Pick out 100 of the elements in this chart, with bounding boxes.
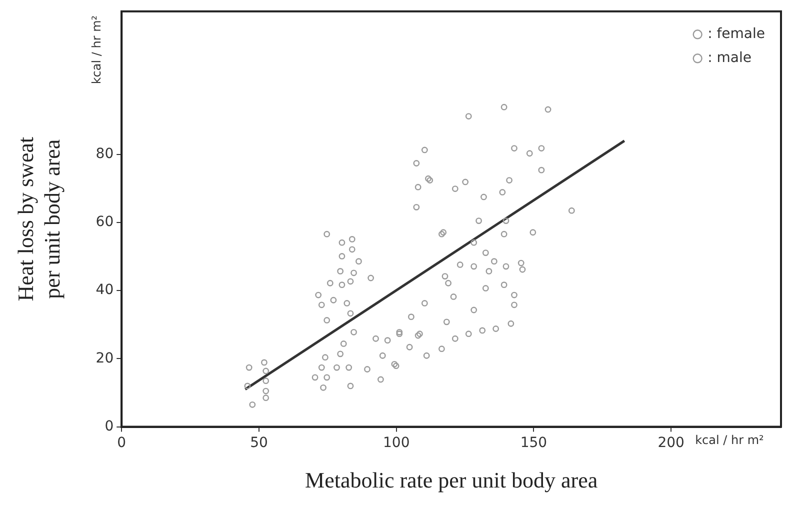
point bbox=[480, 194, 487, 200]
point bbox=[511, 302, 518, 308]
point bbox=[414, 184, 422, 190]
x-tick-label: 150 bbox=[520, 434, 548, 451]
point bbox=[324, 374, 330, 381]
point bbox=[318, 302, 325, 308]
point bbox=[479, 327, 486, 334]
point bbox=[492, 326, 500, 332]
legend-label: : male bbox=[708, 50, 752, 66]
point bbox=[340, 340, 347, 347]
point bbox=[426, 177, 434, 184]
point bbox=[500, 104, 508, 110]
point bbox=[350, 328, 357, 336]
point bbox=[356, 258, 362, 265]
point bbox=[438, 230, 445, 238]
point bbox=[443, 318, 450, 326]
point bbox=[344, 300, 350, 306]
point bbox=[500, 282, 508, 288]
point bbox=[519, 266, 526, 273]
point bbox=[502, 218, 510, 224]
x-tick-label: 100 bbox=[382, 434, 410, 451]
point bbox=[320, 384, 326, 391]
point bbox=[324, 230, 330, 238]
point bbox=[368, 274, 374, 282]
point bbox=[416, 330, 423, 338]
point bbox=[413, 204, 420, 210]
point bbox=[326, 280, 334, 286]
point bbox=[413, 160, 420, 166]
point bbox=[511, 145, 518, 152]
point bbox=[518, 260, 524, 266]
point bbox=[372, 335, 379, 342]
point bbox=[348, 236, 356, 242]
y-tick-label: 40 bbox=[96, 282, 114, 298]
x-tick-label: 50 bbox=[250, 434, 268, 451]
point bbox=[337, 268, 344, 274]
point bbox=[392, 362, 400, 370]
point bbox=[396, 328, 403, 336]
x-tick-label: 0 bbox=[117, 434, 126, 451]
point bbox=[511, 292, 518, 298]
point bbox=[544, 106, 552, 113]
y-axis-title: Heat loss by sweat per unit body area bbox=[12, 136, 64, 302]
point bbox=[423, 352, 430, 359]
point bbox=[500, 230, 508, 238]
point bbox=[350, 270, 357, 276]
point bbox=[442, 273, 448, 280]
point bbox=[379, 352, 386, 359]
point bbox=[456, 262, 464, 268]
point bbox=[568, 207, 575, 214]
point bbox=[324, 317, 330, 324]
point bbox=[414, 332, 422, 339]
point bbox=[465, 330, 472, 338]
point bbox=[526, 150, 533, 157]
point bbox=[315, 292, 322, 298]
text: kcal / hr m² bbox=[695, 432, 764, 447]
point bbox=[244, 382, 251, 390]
point bbox=[262, 394, 270, 402]
point bbox=[338, 239, 346, 246]
point bbox=[486, 268, 492, 274]
text: kcal / hr m² bbox=[90, 15, 104, 84]
point bbox=[465, 113, 472, 120]
y-tick-label: 60 bbox=[96, 214, 114, 230]
point bbox=[249, 401, 256, 408]
point bbox=[450, 294, 457, 300]
point bbox=[364, 366, 370, 372]
point bbox=[462, 178, 469, 186]
point bbox=[482, 285, 489, 292]
point bbox=[452, 186, 458, 192]
point bbox=[445, 280, 452, 286]
point bbox=[538, 145, 545, 152]
point bbox=[499, 189, 506, 196]
point bbox=[337, 350, 344, 358]
point bbox=[312, 374, 318, 381]
point bbox=[438, 346, 445, 352]
point bbox=[347, 278, 354, 285]
point bbox=[425, 175, 432, 182]
point bbox=[322, 354, 328, 361]
point bbox=[508, 320, 514, 327]
point bbox=[470, 263, 478, 270]
point bbox=[347, 310, 354, 317]
point bbox=[334, 364, 340, 371]
point bbox=[490, 258, 498, 265]
point bbox=[330, 296, 337, 304]
y-tick-label: 0 bbox=[104, 418, 114, 434]
point bbox=[318, 364, 325, 371]
point bbox=[421, 300, 428, 306]
point bbox=[396, 330, 403, 338]
point bbox=[347, 382, 354, 390]
point bbox=[470, 306, 478, 314]
point bbox=[506, 177, 512, 184]
y-tick-label: 80 bbox=[96, 146, 114, 162]
point bbox=[384, 337, 391, 344]
point bbox=[406, 344, 413, 350]
point bbox=[482, 250, 489, 256]
point bbox=[391, 360, 398, 368]
point bbox=[530, 229, 536, 236]
point bbox=[346, 364, 352, 371]
point bbox=[338, 282, 346, 288]
point bbox=[502, 263, 510, 270]
point bbox=[421, 146, 428, 154]
point bbox=[262, 368, 270, 374]
